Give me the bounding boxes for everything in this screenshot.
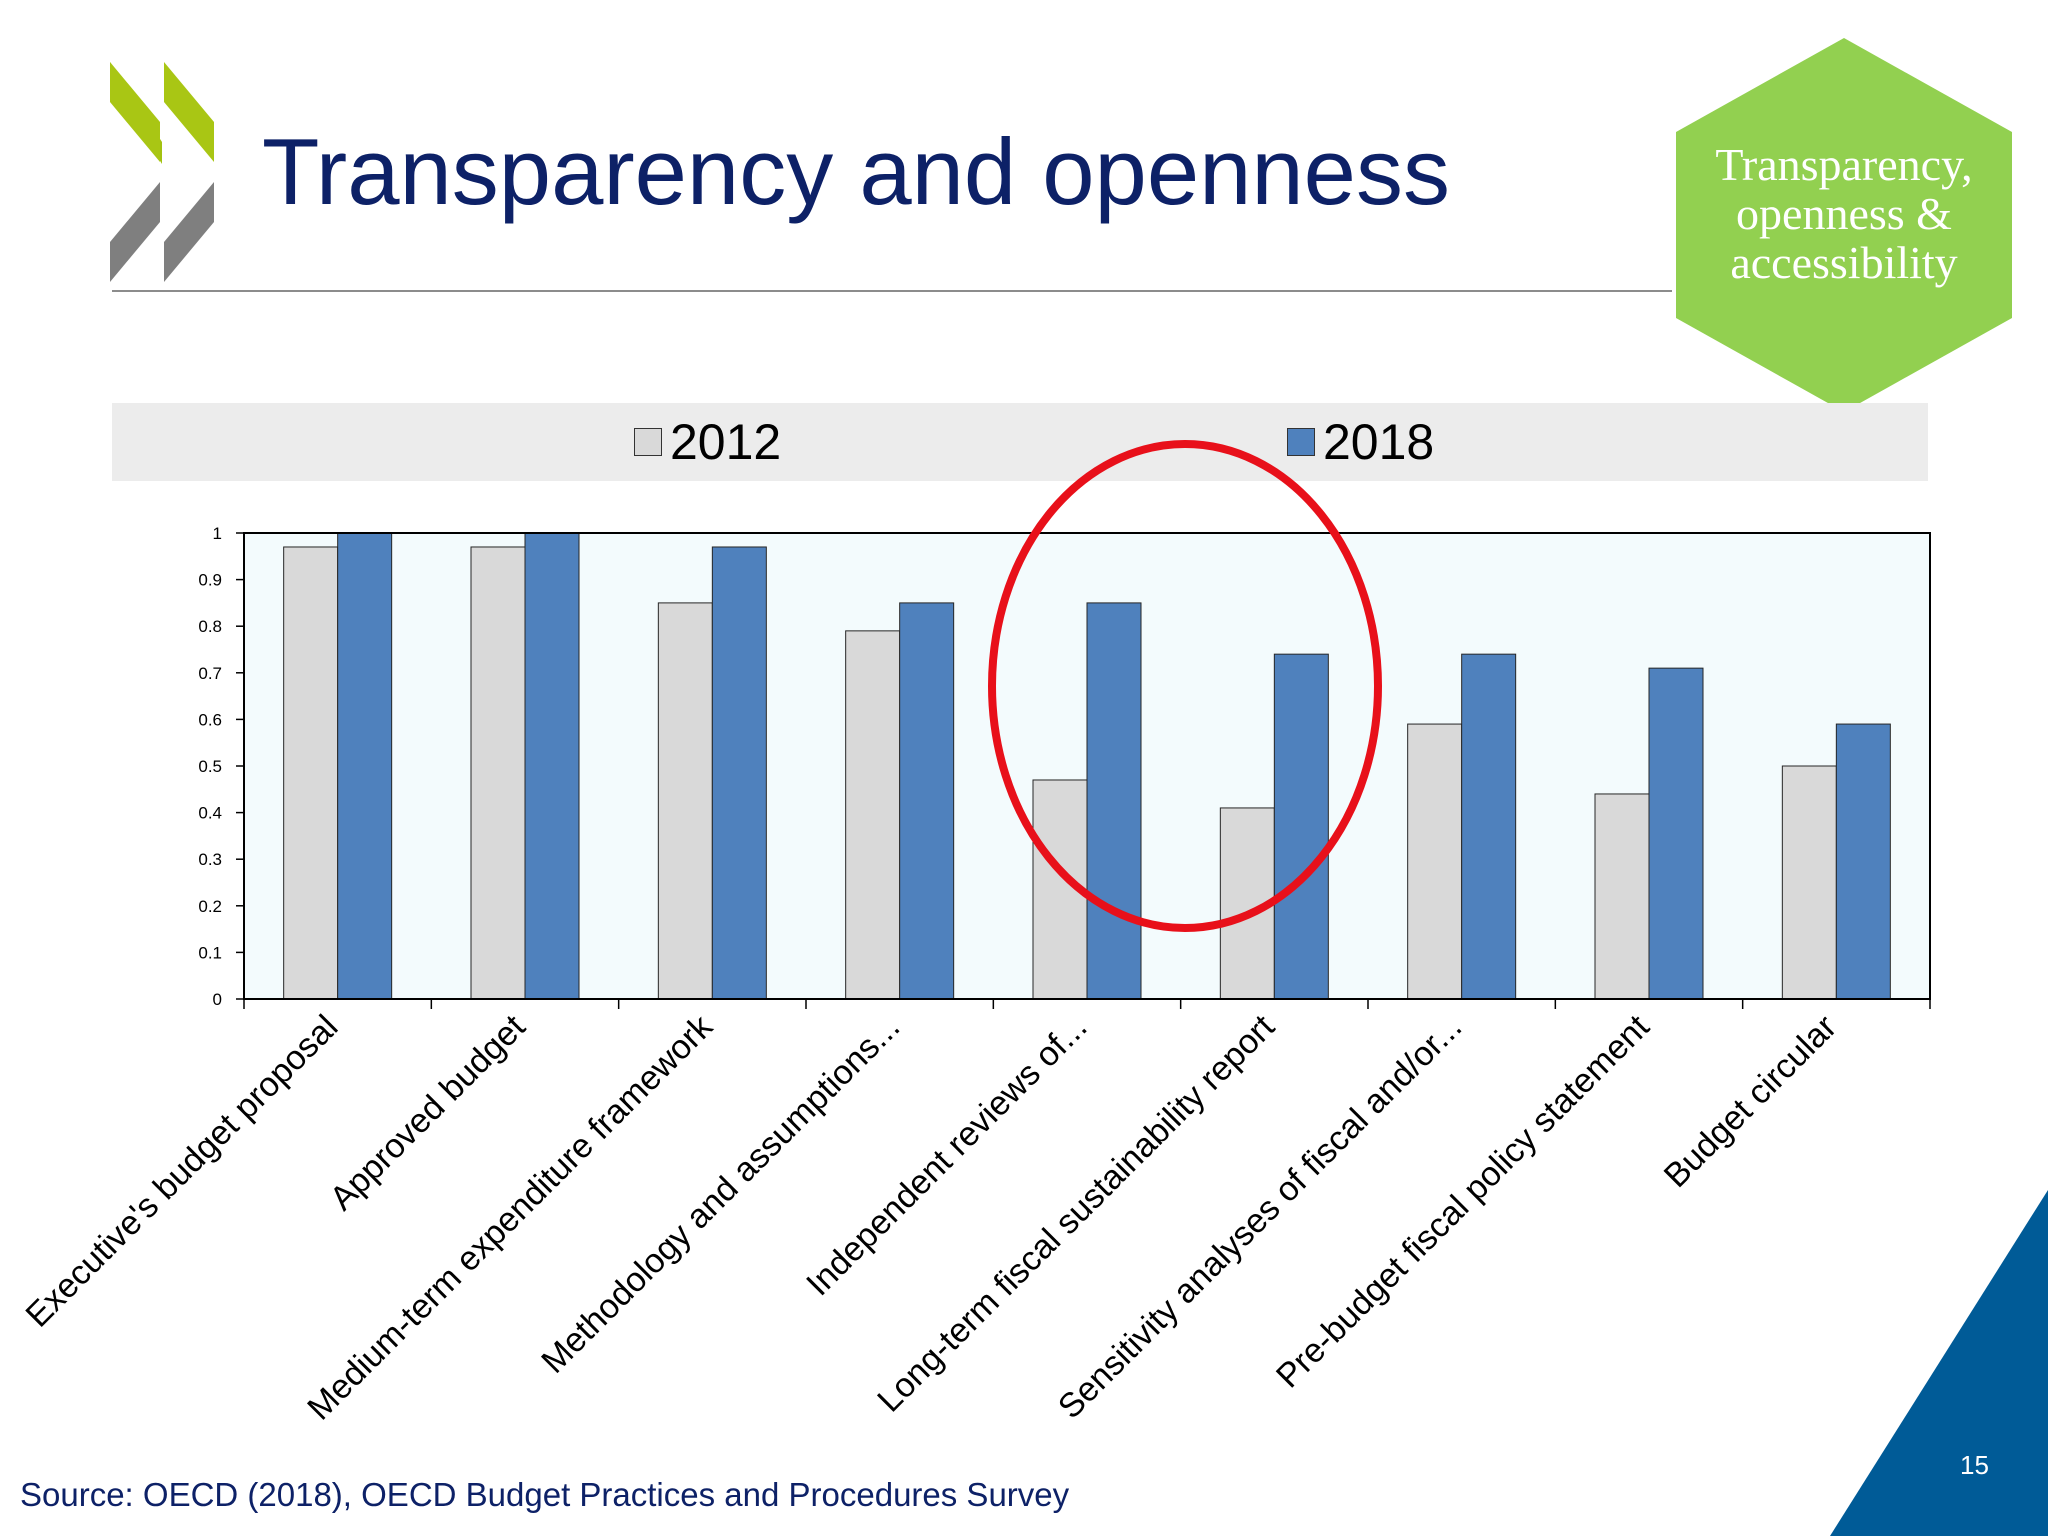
x-category-label: Budget circular bbox=[1657, 1008, 1844, 1195]
x-category-label: Long-term fiscal sustainability report bbox=[870, 1007, 1282, 1419]
bar-2012 bbox=[1594, 793, 1650, 1000]
y-tick-label: 0.2 bbox=[198, 897, 222, 916]
x-category-label: Pre-budget fiscal policy statement bbox=[1269, 1007, 1657, 1395]
bar-2012 bbox=[283, 546, 339, 1000]
legend-swatch-2012 bbox=[634, 428, 662, 456]
bar-2018 bbox=[1461, 653, 1517, 1000]
bar-2012 bbox=[470, 546, 526, 1000]
chart-legend bbox=[112, 403, 1928, 481]
legend-item-2012: 2012 bbox=[634, 414, 781, 470]
badge-text: Transparency, openness & accessibility bbox=[1674, 140, 2014, 287]
source-note: Source: OECD (2018), OECD Budget Practic… bbox=[20, 1476, 1070, 1513]
bar-2012 bbox=[1407, 723, 1463, 1000]
bar-2018 bbox=[711, 546, 767, 1000]
y-tick-label: 0.7 bbox=[198, 664, 222, 683]
highlight-circle-icon bbox=[988, 440, 1382, 932]
legend-item-2018: 2018 bbox=[1287, 414, 1434, 470]
y-tick-label: 0.5 bbox=[198, 757, 222, 776]
x-category-label: Medium-term expenditure framework bbox=[300, 1007, 720, 1427]
bar-2012 bbox=[1781, 765, 1837, 1000]
bar-2012 bbox=[845, 630, 901, 1000]
bar-2018 bbox=[337, 532, 393, 1000]
bar-2018 bbox=[1835, 723, 1891, 1000]
y-tick-label: 0.4 bbox=[198, 804, 222, 823]
oecd-chevron-logo-icon bbox=[110, 62, 214, 282]
hexagon-badge-icon bbox=[1676, 38, 2012, 412]
x-category-label: Sensitivity analyses of fiscal and/or... bbox=[1051, 1008, 1469, 1426]
y-tick-label: 0.6 bbox=[198, 710, 222, 729]
legend-swatch-2018 bbox=[1287, 428, 1315, 456]
y-tick-label: 1 bbox=[213, 524, 222, 543]
y-tick-label: 0.3 bbox=[198, 850, 222, 869]
badge-line: openness & bbox=[1736, 188, 1952, 239]
x-category-label: Approved budget bbox=[323, 1007, 533, 1217]
slide-title: Transparency and openness bbox=[262, 119, 1450, 224]
x-category-label: Methodology and assumptions... bbox=[534, 1008, 907, 1381]
y-tick-label: 0.8 bbox=[198, 617, 222, 636]
bar-2018 bbox=[524, 532, 580, 1000]
legend-label-2018: 2018 bbox=[1323, 414, 1435, 470]
page-number: 15 bbox=[1960, 1450, 1989, 1480]
badge-line: accessibility bbox=[1730, 237, 1958, 288]
badge-line: Transparency, bbox=[1715, 139, 1973, 190]
title-divider bbox=[112, 290, 1672, 292]
y-tick-label: 0.9 bbox=[198, 571, 222, 590]
bar-2012 bbox=[657, 602, 713, 1000]
x-category-label: Executive's budget proposal bbox=[18, 1008, 345, 1335]
bar-2018 bbox=[1648, 667, 1704, 1000]
y-tick-label: 0.1 bbox=[198, 943, 222, 962]
bar-2018 bbox=[1086, 602, 1142, 1000]
bar-2018 bbox=[899, 602, 955, 1000]
corner-triangle-icon bbox=[1830, 1190, 2048, 1536]
y-tick-label: 0 bbox=[213, 990, 222, 1009]
legend-label-2012: 2012 bbox=[670, 414, 782, 470]
bar-2018 bbox=[1273, 653, 1329, 1000]
